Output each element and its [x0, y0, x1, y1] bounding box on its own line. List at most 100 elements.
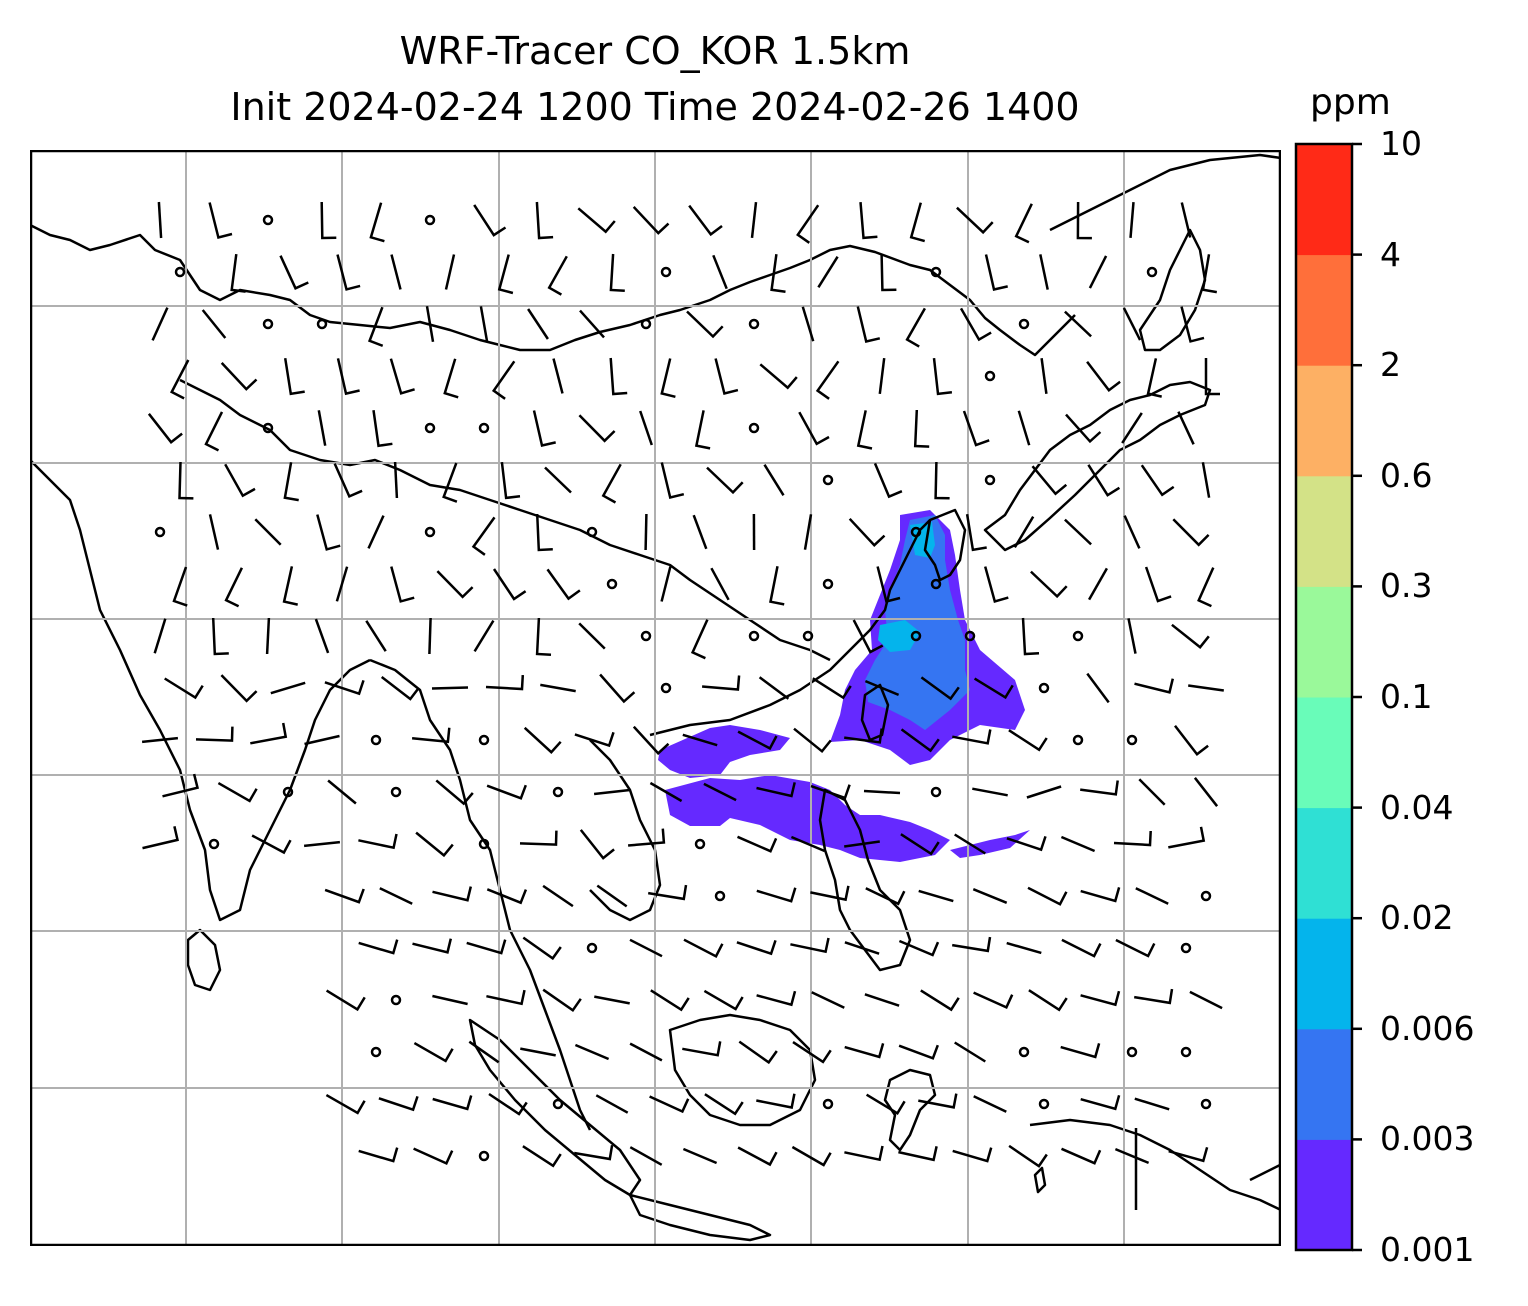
calm-wind-marker — [262, 214, 274, 226]
colorbar-tick-label: 0.1 — [1380, 677, 1433, 716]
calm-wind-marker — [984, 370, 996, 382]
wind-barb — [714, 358, 739, 396]
wind-barb — [1060, 1043, 1101, 1059]
wind-barb — [415, 831, 454, 858]
wind-barb — [1168, 1146, 1209, 1163]
wind-barb — [211, 617, 229, 656]
wind-barb — [810, 885, 850, 902]
wind-barb — [142, 826, 179, 850]
wind-barb — [574, 1043, 610, 1061]
wind-barb — [793, 727, 832, 754]
wind-barb — [1076, 201, 1092, 240]
wind-barb — [164, 677, 204, 700]
wind-barb — [859, 201, 878, 240]
wind-barb — [686, 310, 724, 339]
plume-mid — [865, 515, 970, 730]
calm-wind-marker — [910, 526, 922, 538]
wind-barb — [522, 936, 562, 961]
wind-barb — [1127, 618, 1137, 654]
colorbar-segment — [1296, 1139, 1352, 1251]
wind-barb — [1171, 623, 1210, 649]
colorbar-tick-label: 0.02 — [1380, 898, 1454, 938]
wind-barb — [1080, 780, 1119, 796]
indochina — [369, 658, 592, 1131]
japan-north — [1138, 228, 1207, 352]
wind-barb — [898, 1044, 939, 1060]
wind-barb — [756, 782, 796, 798]
wind-barb — [973, 677, 1014, 700]
wind-barb — [486, 888, 528, 905]
wind-barb — [1122, 307, 1142, 341]
wind-barb — [864, 993, 900, 1007]
wind-barb — [1064, 310, 1092, 338]
wind-barb — [279, 255, 309, 290]
wind-barb — [1061, 938, 1102, 958]
calm-wind-marker — [964, 630, 976, 642]
wind-barb — [224, 463, 256, 498]
wind-barb — [1006, 836, 1047, 852]
wind-barb — [770, 254, 786, 293]
wind-barb — [599, 673, 636, 704]
korea — [923, 508, 967, 582]
wind-barb — [972, 787, 1008, 797]
wind-barb — [436, 570, 474, 599]
colorbar-segment — [1296, 254, 1352, 366]
wind-barb — [710, 567, 730, 601]
calm-wind-marker — [822, 1098, 834, 1110]
wind-barb — [703, 782, 737, 802]
wind-barb — [1134, 1097, 1170, 1111]
wind-barb — [632, 725, 670, 756]
wind-barb — [473, 204, 507, 237]
wind-barb — [324, 888, 365, 904]
wind-barb — [535, 513, 553, 552]
wind-barb — [878, 357, 886, 395]
wind-barb — [367, 515, 385, 549]
wind-barb — [959, 307, 992, 342]
wind-barb — [579, 309, 605, 339]
wind-barb — [647, 884, 688, 901]
wind-barb — [1135, 887, 1169, 905]
wind-barb — [304, 734, 340, 746]
wind-barb — [737, 835, 778, 853]
wind-barb — [544, 466, 572, 494]
wind-barb — [393, 461, 399, 499]
wind-barb — [1115, 938, 1156, 958]
calm-wind-marker — [694, 838, 706, 850]
wind-barb — [682, 733, 718, 747]
wind-barb — [435, 779, 474, 806]
calm-wind-marker — [1180, 1046, 1192, 1058]
wind-barb — [147, 413, 183, 444]
wind-barb — [913, 409, 930, 448]
wind-barb — [577, 207, 616, 234]
wind-barb — [1121, 412, 1143, 444]
wind-barb — [178, 461, 194, 500]
wind-barb — [172, 566, 188, 607]
calm-wind-marker — [478, 838, 490, 850]
wind-barb — [682, 1147, 718, 1165]
wind-barb — [601, 463, 622, 504]
wind-barb — [220, 674, 258, 703]
map-panel — [30, 150, 1281, 1246]
wind-barb — [578, 414, 616, 443]
wind-barb — [629, 1146, 663, 1166]
wind-barb — [803, 514, 813, 550]
calm-wind-marker — [714, 890, 726, 902]
wind-barb — [336, 358, 360, 396]
wind-barb — [390, 254, 402, 290]
wind-barb — [1123, 515, 1141, 549]
small-isle-2 — [1249, 1163, 1281, 1182]
wind-barb — [204, 411, 224, 452]
wind-barb — [954, 1041, 986, 1063]
wind-barb — [282, 566, 298, 606]
wind-barb — [798, 411, 830, 446]
wind-barb — [844, 1043, 885, 1059]
wind-barb — [527, 308, 549, 340]
calm-wind-marker — [1072, 630, 1084, 642]
wind-barb — [682, 1041, 722, 1057]
wind-barb — [703, 989, 744, 1011]
wind-barb — [153, 618, 167, 654]
wind-barb — [1064, 518, 1092, 546]
wind-barb — [692, 514, 708, 550]
wind-barb — [208, 514, 220, 550]
wind-barb — [479, 306, 489, 342]
